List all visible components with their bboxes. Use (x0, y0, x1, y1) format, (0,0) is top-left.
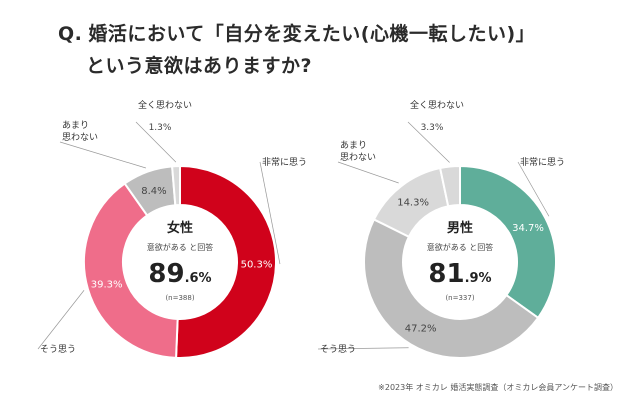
sample-size-label: (n=388) (165, 294, 194, 302)
slice-category-label-cont: 思わない (340, 152, 376, 163)
leader-line (337, 161, 399, 184)
leader-line (517, 161, 550, 217)
donut-slice (438, 164, 461, 208)
question-prefix: Q. (58, 23, 83, 45)
question-line-1: 婚活において「自分を変えたい(心機一転したい)」 (88, 23, 536, 45)
slice-category-label-cont: 思わない (62, 132, 98, 143)
slice-value-label: 1.3% (149, 123, 172, 133)
slice-category-label: そう思う (320, 344, 356, 355)
leader-line (317, 347, 409, 350)
center-value: 81.9% (428, 259, 491, 289)
leader-line (407, 121, 450, 163)
source-footnote: ※2023年 オミカレ 婚活実態調査（オミカレ会員アンケート調査） (378, 383, 618, 392)
question-title: Q. 婚活において「自分を変えたい(心機一転したい)」 という意欲はありますか? (58, 18, 535, 82)
center-caption: 意欲がある と回答 (147, 242, 214, 252)
sample-size-label: (n=337) (445, 294, 474, 302)
slice-value-label: 50.3% (241, 260, 273, 271)
slice-category-label: 非常に思う (520, 156, 565, 168)
slice-value-label: 39.3% (91, 280, 123, 291)
slice-category-label: あまり (340, 140, 367, 151)
slice-category-label: 全く思わない (410, 99, 464, 111)
slice-value-label: 3.3% (421, 123, 444, 133)
slice-category-label: 非常に思う (262, 156, 307, 168)
slice-value-label: 8.4% (141, 186, 166, 197)
slice-value-label: 34.7% (512, 223, 544, 234)
donut-slice (83, 182, 179, 359)
center-title: 男性 (447, 220, 473, 236)
question-line-2: という意欲はありますか? (86, 55, 313, 77)
donut-slice (175, 164, 277, 359)
slice-value-label: 47.2% (405, 324, 437, 335)
donut-slice (171, 164, 181, 207)
donut-slice (459, 164, 557, 320)
leader-line (135, 121, 177, 163)
leader-line (59, 141, 146, 169)
slice-category-label: あまり (62, 120, 89, 131)
leader-line (259, 161, 281, 265)
center-value: 89.6% (148, 259, 211, 289)
leader-line (37, 290, 85, 350)
center-title: 女性 (167, 220, 193, 236)
slice-value-label: 14.3% (397, 198, 429, 209)
center-caption: 意欲がある と回答 (427, 242, 494, 252)
slice-category-label: 全く思わない (138, 99, 192, 111)
slice-category-label: そう思う (40, 344, 76, 355)
donut-slice (363, 218, 540, 359)
